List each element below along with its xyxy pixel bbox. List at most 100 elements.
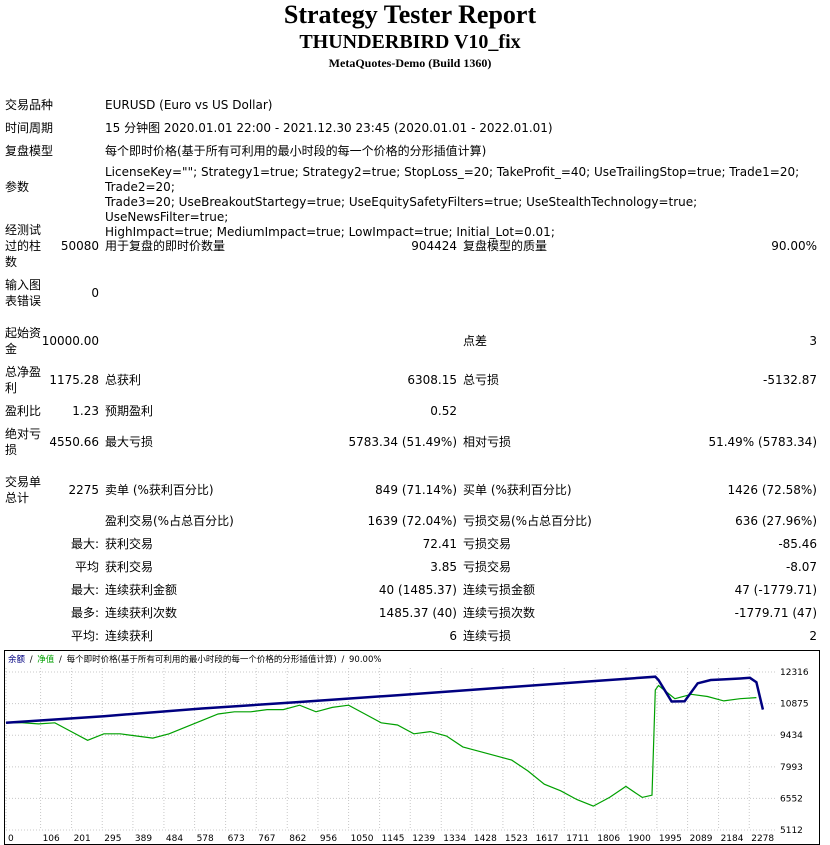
max-dd-value: 5783.34 (51.49%) <box>348 435 457 449</box>
short-value: 849 (71.14%) <box>375 483 457 497</box>
maximal-cons-loss-label: 连续亏损次数 <box>463 606 536 620</box>
max-cons-wins-label: 连续获利金额 <box>105 583 178 597</box>
gross-profit-label: 总获利 <box>105 373 142 387</box>
avg-profit-value: 3.85 <box>430 560 457 574</box>
average-prefix: 平均 <box>74 560 99 574</box>
x-tick-label: 956 <box>320 834 337 844</box>
x-tick-label: 578 <box>197 834 214 844</box>
quality-label: 复盘模型的质量 <box>463 239 548 253</box>
x-tick-label: 295 <box>104 834 121 844</box>
deposit-label-1: 起始资 <box>5 326 42 340</box>
x-tick-label: 1711 <box>566 834 589 844</box>
model-value: 每个即时价格(基于所有可利用的最小时段的每一个价格的分形插值计算) <box>105 144 487 158</box>
legend-balance: 余额 <box>8 654 26 665</box>
period-label: 时间周期 <box>5 121 54 135</box>
y-tick-label: 10875 <box>780 700 809 710</box>
x-tick-label: 201 <box>74 834 91 844</box>
x-tick-label: 1050 <box>351 834 374 844</box>
legend-separator: / <box>59 655 62 665</box>
x-tick-label: 1523 <box>505 834 528 844</box>
bars-label-2: 过的柱 <box>5 239 42 253</box>
profit-trades-value: 1639 (72.04%) <box>367 514 457 528</box>
x-tick-label: 1617 <box>536 834 559 844</box>
y-tick-label: 7993 <box>780 763 803 773</box>
x-tick-label: 673 <box>228 834 245 844</box>
maximal-cons-loss-value: -1779.71 (47) <box>734 606 817 620</box>
expert-name: THUNDERBIRD V10_fix <box>299 31 521 53</box>
balance-line <box>5 675 765 725</box>
period-value: 15 分钟图 2020.01.01 22:00 - 2021.12.30 23:… <box>105 121 553 135</box>
params-line: HighImpact=true; MediumImpact=true; LowI… <box>105 225 555 239</box>
gross-loss-value: -5132.87 <box>763 373 817 387</box>
params-value: LicenseKey=""; Strategy1=true; Strategy2… <box>105 165 805 240</box>
abs-dd-label-2: 损 <box>5 443 18 457</box>
x-tick-label: 1806 <box>597 834 620 844</box>
net-value: 1175.28 <box>49 373 99 387</box>
errors-value: 0 <box>91 286 99 300</box>
profit-factor-value: 1.23 <box>72 404 99 418</box>
rel-dd-label: 相对亏损 <box>463 435 512 449</box>
svg-text:余额 / 净值 / 每个即时: 余额 / 净值 / 每个即时价格(基于所有可利用的最小时段的每一个价格的分形插值… <box>8 654 381 665</box>
server-build: MetaQuotes-Demo (Build 1360) <box>328 56 492 70</box>
avg-loss-value: -8.07 <box>785 560 817 574</box>
trades-label-2: 总计 <box>5 491 30 505</box>
largest-profit-label: 获利交易 <box>105 537 154 551</box>
x-tick-label: 389 <box>135 834 152 844</box>
trades-value: 2275 <box>68 483 99 497</box>
x-tick-label: 106 <box>43 834 60 844</box>
x-tick-label: 2278 <box>751 834 774 844</box>
avg-cons-losses-value: 2 <box>809 629 817 643</box>
spread-label: 点差 <box>463 334 488 348</box>
x-tick-label: 2089 <box>690 834 713 844</box>
max-cons-losses-label: 连续亏损金额 <box>463 583 536 597</box>
x-tick-label: 767 <box>258 834 275 844</box>
model-label: 复盘模型 <box>5 144 54 158</box>
legend-separator: / <box>341 655 344 665</box>
long-label: 买单 (%获利百分比) <box>463 483 572 497</box>
legend-equity: 净值 <box>37 654 55 665</box>
errors-label-1: 输入图 <box>5 278 42 292</box>
avg-cons-wins-value: 6 <box>449 629 457 643</box>
gross-loss-label: 总亏损 <box>463 373 500 387</box>
bars-label-1: 经测试 <box>5 223 42 237</box>
payoff-label: 预期盈利 <box>105 404 154 418</box>
y-tick-label: 12316 <box>780 668 809 678</box>
largest-loss-value: -85.46 <box>778 537 817 551</box>
net-label-1: 总净盈 <box>5 365 42 379</box>
x-tick-label: 484 <box>166 834 183 844</box>
report-title: Strategy Tester Report <box>283 0 537 29</box>
deposit-label-2: 金 <box>5 342 18 356</box>
loss-trades-value: 636 (27.96%) <box>735 514 817 528</box>
x-tick-label: 862 <box>289 834 306 844</box>
gross-profit-value: 6308.15 <box>407 373 457 387</box>
legend-model: 每个即时价格(基于所有可利用的最小时段的每一个价格的分形插值计算) <box>67 654 337 665</box>
max-cons-wins-value: 40 (1485.37) <box>378 583 457 597</box>
max-prefix: 最大: <box>70 583 99 597</box>
largest-loss-label: 亏损交易 <box>463 537 512 551</box>
ticks-value: 904424 <box>411 239 457 253</box>
maximal-prefix: 最多: <box>70 606 99 620</box>
x-tick-label: 1428 <box>474 834 497 844</box>
symbol-value: EURUSD (Euro vs US Dollar) <box>105 98 273 112</box>
largest-profit-value: 72.41 <box>422 537 457 551</box>
loss-trades-label: 亏损交易(%占总百分比) <box>463 514 592 528</box>
balance-equity-chart: 12316 10875 9434 7993 6552 5112 0 106 201 295 389… <box>4 650 820 845</box>
max-dd-label: 最大亏损 <box>105 435 154 449</box>
profit-trades-label: 盈利交易(%占总百分比) <box>105 514 234 528</box>
profit-factor-label: 盈利比 <box>5 404 42 418</box>
avg-cons-wins-label: 连续获利 <box>105 629 154 643</box>
rel-dd-value: 51.49% (5783.34) <box>708 435 817 449</box>
short-label: 卖单 (%获利百分比) <box>105 483 214 497</box>
deposit-value: 10000.00 <box>41 334 99 348</box>
params-line: Trade3=20; UseBreakoutStartegy=true; Use… <box>105 195 698 224</box>
net-label-2: 利 <box>5 381 18 395</box>
spread-value: 3 <box>809 334 817 348</box>
avg-loss-label: 亏损交易 <box>463 560 512 574</box>
y-tick-label: 6552 <box>780 794 803 804</box>
bars-label-3: 数 <box>5 255 18 269</box>
payoff-value: 0.52 <box>430 404 457 418</box>
x-tick-label: 1239 <box>412 834 435 844</box>
params-line: LicenseKey=""; Strategy1=true; Strategy2… <box>105 165 800 194</box>
maximal-cons-profit-label: 连续获利次数 <box>105 606 178 620</box>
x-tick-label: 2184 <box>721 834 744 844</box>
